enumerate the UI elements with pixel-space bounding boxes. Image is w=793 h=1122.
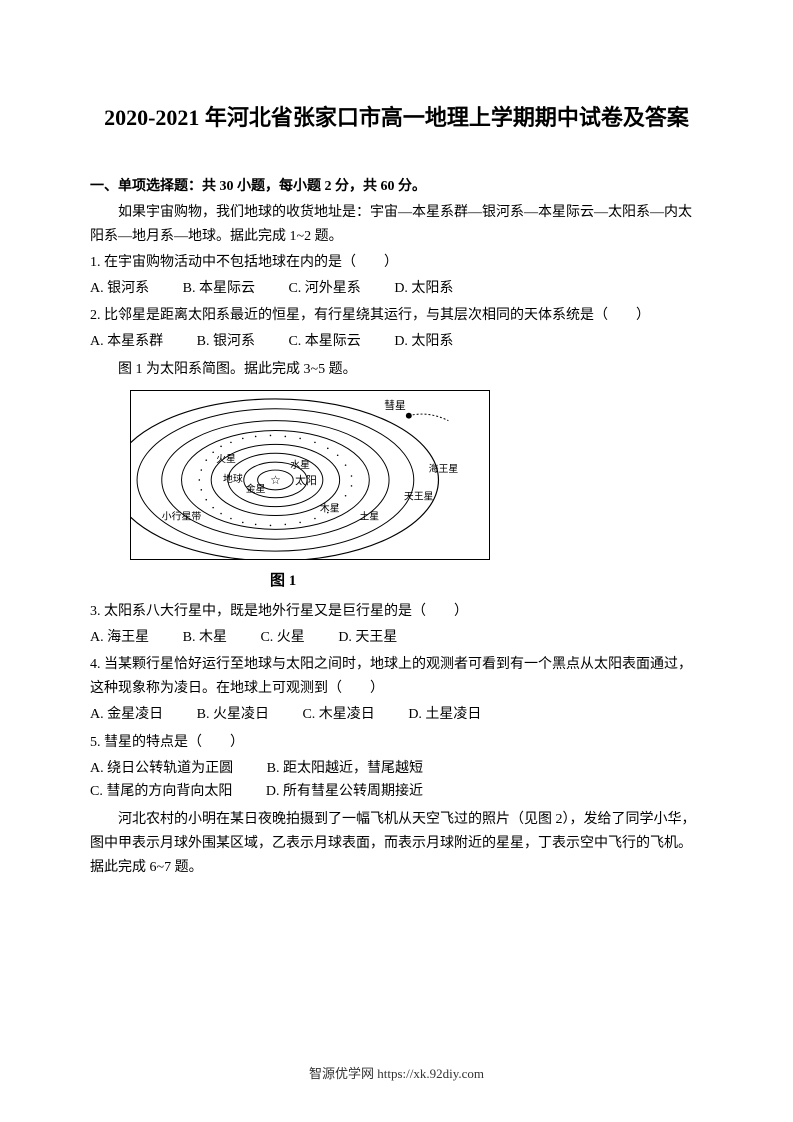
q1-option-d: D. 太阳系 [394,277,453,301]
q4-option-a: A. 金星凌日 [90,703,163,727]
q2-option-d: D. 太阳系 [394,330,453,354]
q4-option-b: B. 火星凌日 [197,703,269,727]
svg-text:火星: 火星 [216,453,236,465]
question-4-options: A. 金星凌日 B. 火星凌日 C. 木星凌日 D. 土星凌日 [90,703,703,727]
q2-option-a: A. 本星系群 [90,330,163,354]
question-3-options: A. 海王星 B. 木星 C. 火星 D. 天王星 [90,626,703,650]
section-heading: 一、单项选择题：共 30 小题，每小题 2 分，共 60 分。 [90,175,703,195]
svg-text:☆: ☆ [270,473,281,487]
page-footer: 智源优学网 https://xk.92diy.com [0,1063,793,1082]
q5-option-b: B. 距太阳越近，彗尾越短 [267,757,423,781]
intro-paragraph-2: 图 1 为太阳系简图。据此完成 3~5 题。 [90,358,703,382]
figure-1-caption: 图 1 [270,569,703,590]
q5-option-a: A. 绕日公转轨道为正圆 [90,757,233,781]
solar-system-diagram: ☆ 太阳 水星 金星 地球 火星 木星 土星 天王星 海王星 小行星带 彗星 [130,390,490,560]
q2-option-b: B. 银河系 [197,330,255,354]
question-4: 4. 当某颗行星恰好运行至地球与太阳之间时，地球上的观测者可看到有一个黑点从太阳… [90,653,703,701]
svg-text:小行星带: 小行星带 [162,509,202,522]
q2-option-c: C. 本星际云 [288,330,360,354]
sun-label: 太阳 [295,474,317,487]
q3-option-c: C. 火星 [260,626,304,650]
q4-option-c: C. 木星凌日 [302,703,374,727]
q3-option-a: A. 海王星 [90,626,149,650]
svg-text:土星: 土星 [359,509,379,522]
question-3: 3. 太阳系八大行星中，既是地外行星又是巨行星的是（ ） [90,600,703,624]
intro-paragraph-1: 如果宇宙购物，我们地球的收货地址是：宇宙—本星系群—银河系—本星际云—太阳系—内… [90,201,703,249]
question-1: 1. 在宇宙购物活动中不包括地球在内的是（ ） [90,251,703,275]
figure-1-container: ☆ 太阳 水星 金星 地球 火星 木星 土星 天王星 海王星 小行星带 彗星 [130,390,703,565]
svg-text:金星: 金星 [246,482,266,495]
q1-option-a: A. 银河系 [90,277,149,301]
question-1-options: A. 银河系 B. 本星际云 C. 河外星系 D. 太阳系 [90,277,703,301]
q3-option-d: D. 天王星 [338,626,397,650]
question-5: 5. 彗星的特点是（ ） [90,731,703,755]
q1-option-b: B. 本星际云 [183,277,255,301]
svg-text:地球: 地球 [223,472,243,485]
svg-text:海王星: 海王星 [429,462,459,475]
q5-option-c: C. 彗尾的方向背向太阳 [90,780,232,804]
question-2-options: A. 本星系群 B. 银河系 C. 本星际云 D. 太阳系 [90,330,703,354]
svg-text:彗星: 彗星 [384,399,406,412]
q1-option-c: C. 河外星系 [288,277,360,301]
question-5-options: A. 绕日公转轨道为正圆 B. 距太阳越近，彗尾越短 C. 彗尾的方向背向太阳 … [90,757,703,805]
q5-option-d: D. 所有彗星公转周期接近 [266,780,423,804]
q4-option-d: D. 土星凌日 [408,703,481,727]
svg-text:水星: 水星 [290,459,310,471]
q3-option-b: B. 木星 [183,626,227,650]
svg-text:天王星: 天王星 [404,490,434,502]
intro-paragraph-3: 河北农村的小明在某日夜晚拍摄到了一幅飞机从天空飞过的照片（见图 2），发给了同学… [90,808,703,879]
question-2: 2. 比邻星是距离太阳系最近的恒星，有行星绕其运行，与其层次相同的天体系统是（ … [90,304,703,328]
page-title: 2020-2021 年河北省张家口市高一地理上学期期中试卷及答案 [90,100,703,135]
svg-text:木星: 木星 [320,502,340,514]
